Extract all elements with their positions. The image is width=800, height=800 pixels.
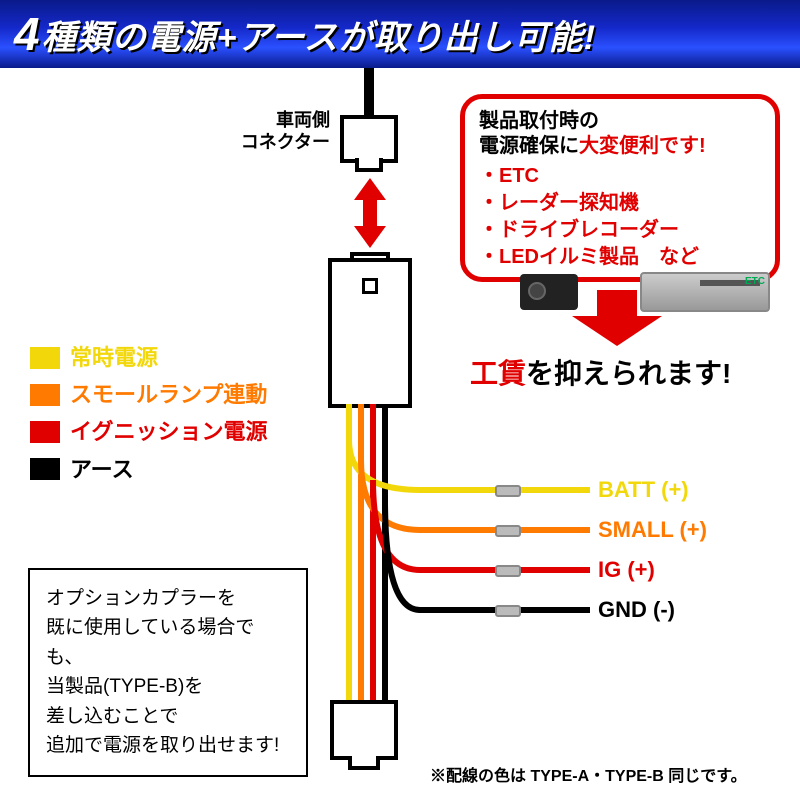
vehicle-connector — [340, 115, 398, 163]
legend-label: 常時電源 — [70, 340, 158, 375]
bullet-connector-icon — [495, 485, 521, 497]
legend-swatch — [30, 421, 60, 443]
wire-label-gnd: GND (-) — [598, 597, 675, 623]
option-coupler-note: オプションカプラーを 既に使用している場合でも、 当製品(TYPE-B)を 差し… — [28, 568, 308, 777]
legend-swatch — [30, 347, 60, 369]
bullet-connector-icon — [495, 525, 521, 537]
wire-label-ig: IG (+) — [598, 557, 655, 583]
top-cable — [364, 68, 374, 118]
cost-saving-text: 工賃を抑えられます! — [470, 352, 731, 392]
bullet-connector-icon — [495, 565, 521, 577]
passthrough-connector-tab — [348, 756, 380, 770]
wire-label-batt: BATT (+) — [598, 477, 689, 503]
mate-arrow-icon — [350, 178, 390, 248]
legend-row: スモールランプ連動 — [30, 377, 268, 412]
legend-row: イグニッション電源 — [30, 414, 268, 449]
legend-label: イグニッション電源 — [70, 414, 268, 449]
dashcam-lens-icon — [528, 282, 546, 300]
legend-label: スモールランプ連動 — [70, 377, 267, 412]
vehicle-connector-tab — [355, 158, 383, 172]
wiring-color-footnote: ※配線の色は TYPE-A・TYPE-B 同じです。 — [430, 762, 747, 786]
legend-label: アース — [70, 452, 134, 487]
callout-item: ・LEDイルミ製品 など — [479, 244, 761, 271]
header-text: 種類の電源+アースが取り出し可能! — [42, 10, 596, 59]
vehicle-connector-label: 車両側 コネクター — [210, 110, 330, 153]
callout-item: ・ETC — [479, 163, 761, 190]
header-number: 4 — [14, 7, 40, 61]
callout-title: 製品取付時の 電源確保に大変便利です! — [479, 109, 761, 159]
down-arrow-icon — [572, 290, 662, 351]
use-case-callout: 製品取付時の 電源確保に大変便利です! ・ETC ・レーダー探知機 ・ドライブレ… — [460, 94, 780, 282]
wire-legend: 常時電源 スモールランプ連動 イグニッション電源 アース — [30, 340, 268, 489]
callout-list: ・ETC ・レーダー探知機 ・ドライブレコーダー ・LEDイルミ製品 など — [479, 163, 761, 271]
callout-item: ・レーダー探知機 — [479, 190, 761, 217]
legend-row: アース — [30, 452, 268, 487]
legend-row: 常時電源 — [30, 340, 268, 375]
legend-swatch — [30, 458, 60, 480]
etc-text-icon: ETC — [745, 276, 765, 287]
canvas: 4 種類の電源+アースが取り出し可能! 車両側 コネクター 製品取付時の 電源確… — [0, 0, 800, 800]
legend-swatch — [30, 384, 60, 406]
callout-item: ・ドライブレコーダー — [479, 217, 761, 244]
header-band: 4 種類の電源+アースが取り出し可能! — [0, 0, 800, 68]
passthrough-connector — [330, 700, 398, 760]
bullet-connector-icon — [495, 605, 521, 617]
product-connector-pin-icon — [362, 278, 378, 294]
wire-label-small: SMALL (+) — [598, 517, 707, 543]
